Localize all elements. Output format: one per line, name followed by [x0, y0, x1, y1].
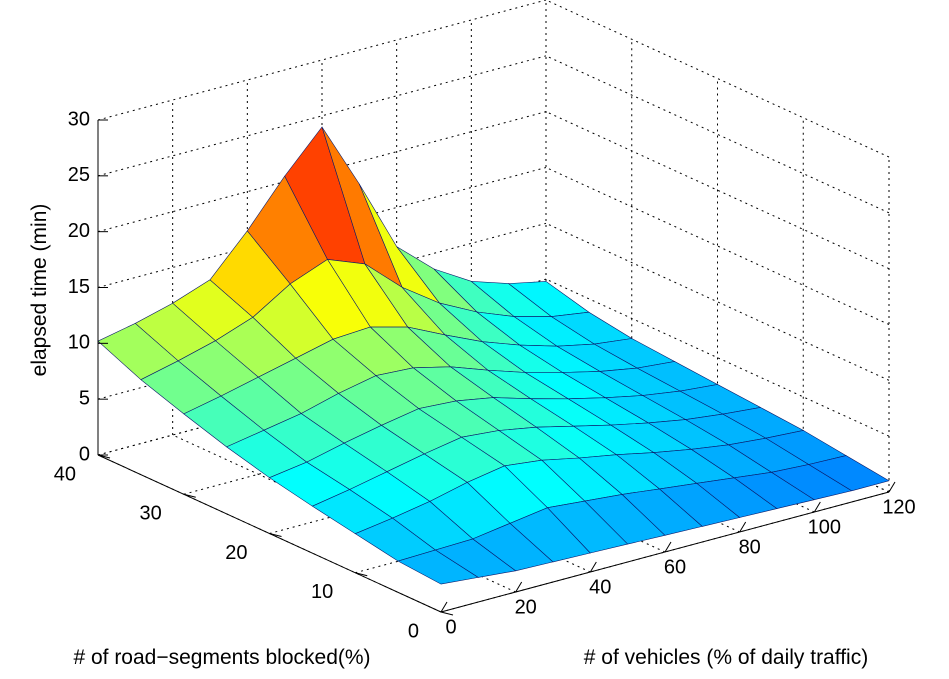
tick-mark: [183, 493, 196, 498]
z-tick-label: 0: [79, 443, 90, 465]
z-tick-label: 5: [79, 387, 90, 409]
surface-patch: [808, 455, 890, 492]
z-tick-label: 25: [68, 164, 90, 186]
z-tick-label: 30: [68, 108, 90, 130]
y-tick-label: 30: [140, 503, 162, 525]
x-tick-label: 60: [664, 556, 686, 578]
tick-mark: [440, 601, 448, 613]
grid-line: [545, 55, 890, 214]
tick-mark: [813, 501, 821, 513]
z-axis-title: elapsed time (min): [28, 204, 51, 377]
x-tick-label: 0: [445, 616, 456, 638]
y-tick-label: 20: [225, 542, 247, 564]
y-axis-title: # of road−segments blocked(%): [73, 646, 370, 669]
tick-mark: [739, 521, 747, 533]
tick-mark: [888, 481, 896, 493]
z-tick-label: 20: [68, 220, 90, 242]
surface-mesh: [97, 126, 890, 585]
tick-mark: [589, 561, 597, 573]
tick-mark: [355, 572, 368, 577]
y-tick-label: 0: [408, 620, 419, 642]
x-tick-label: 100: [808, 516, 841, 538]
x-tick-label: 40: [589, 576, 611, 598]
x-tick-label: 20: [515, 596, 537, 618]
tick-mark: [664, 541, 672, 553]
grid-line: [545, 0, 890, 158]
axes: [97, 119, 896, 616]
x-tick-label: 120: [882, 496, 915, 518]
y-tick-label: 10: [311, 581, 333, 603]
tick-mark: [515, 581, 523, 593]
tick-mark: [269, 533, 282, 537]
y-tick-label: 40: [54, 463, 76, 485]
grid-line: [97, 0, 547, 121]
x-axis-title: # of vehicles (% of daily traffic): [584, 646, 868, 669]
z-tick-label: 15: [68, 276, 90, 298]
x-tick-label: 80: [739, 536, 761, 558]
z-tick-label: 10: [68, 332, 90, 354]
tick-mark: [440, 611, 454, 616]
